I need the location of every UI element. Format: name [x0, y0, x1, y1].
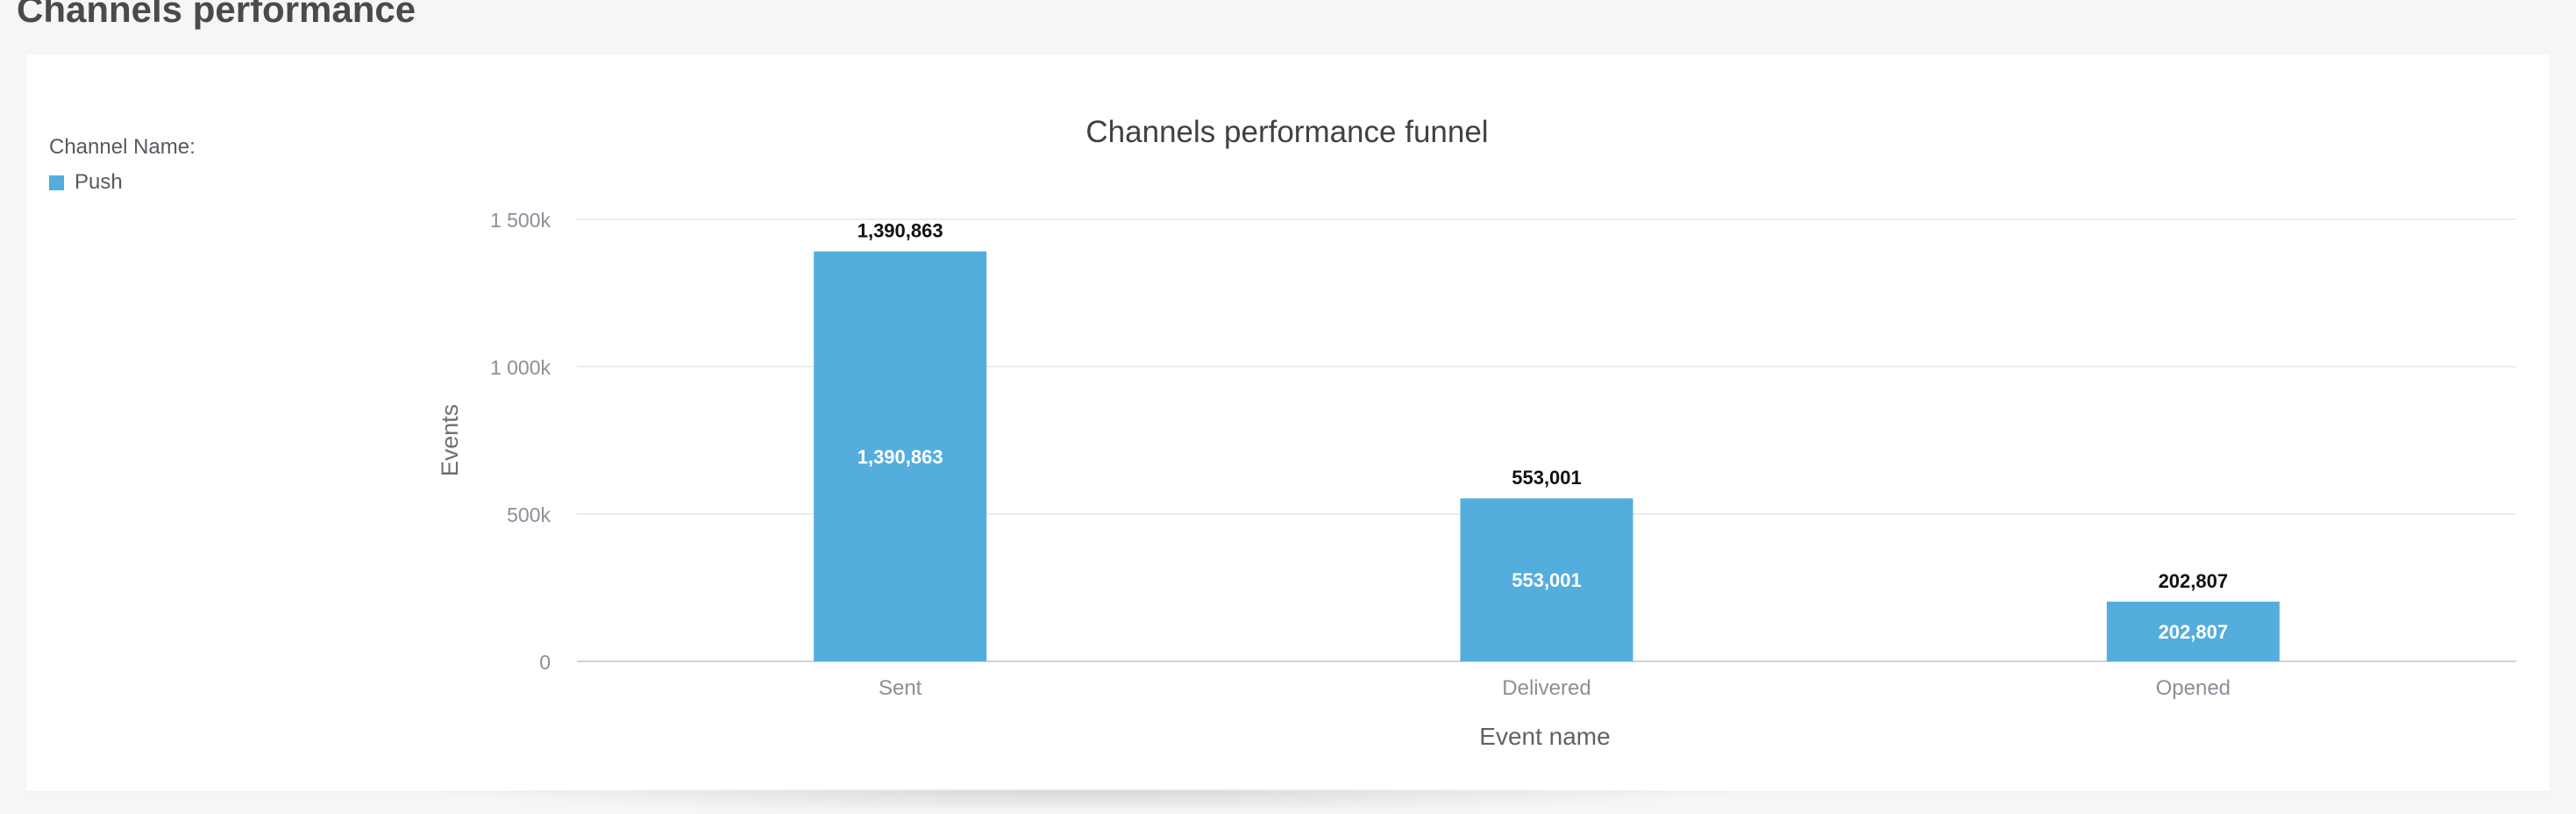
legend-title: Channel Name:: [49, 135, 196, 159]
section-title: Channels performance: [17, 0, 416, 30]
chart-legend: Channel Name: Push: [49, 135, 196, 195]
card-shadow: [421, 789, 1754, 814]
chart-card: [26, 54, 2550, 791]
legend-label-push: Push: [75, 170, 123, 194]
legend-swatch-push: [49, 175, 64, 190]
legend-item-push[interactable]: Push: [49, 170, 196, 195]
